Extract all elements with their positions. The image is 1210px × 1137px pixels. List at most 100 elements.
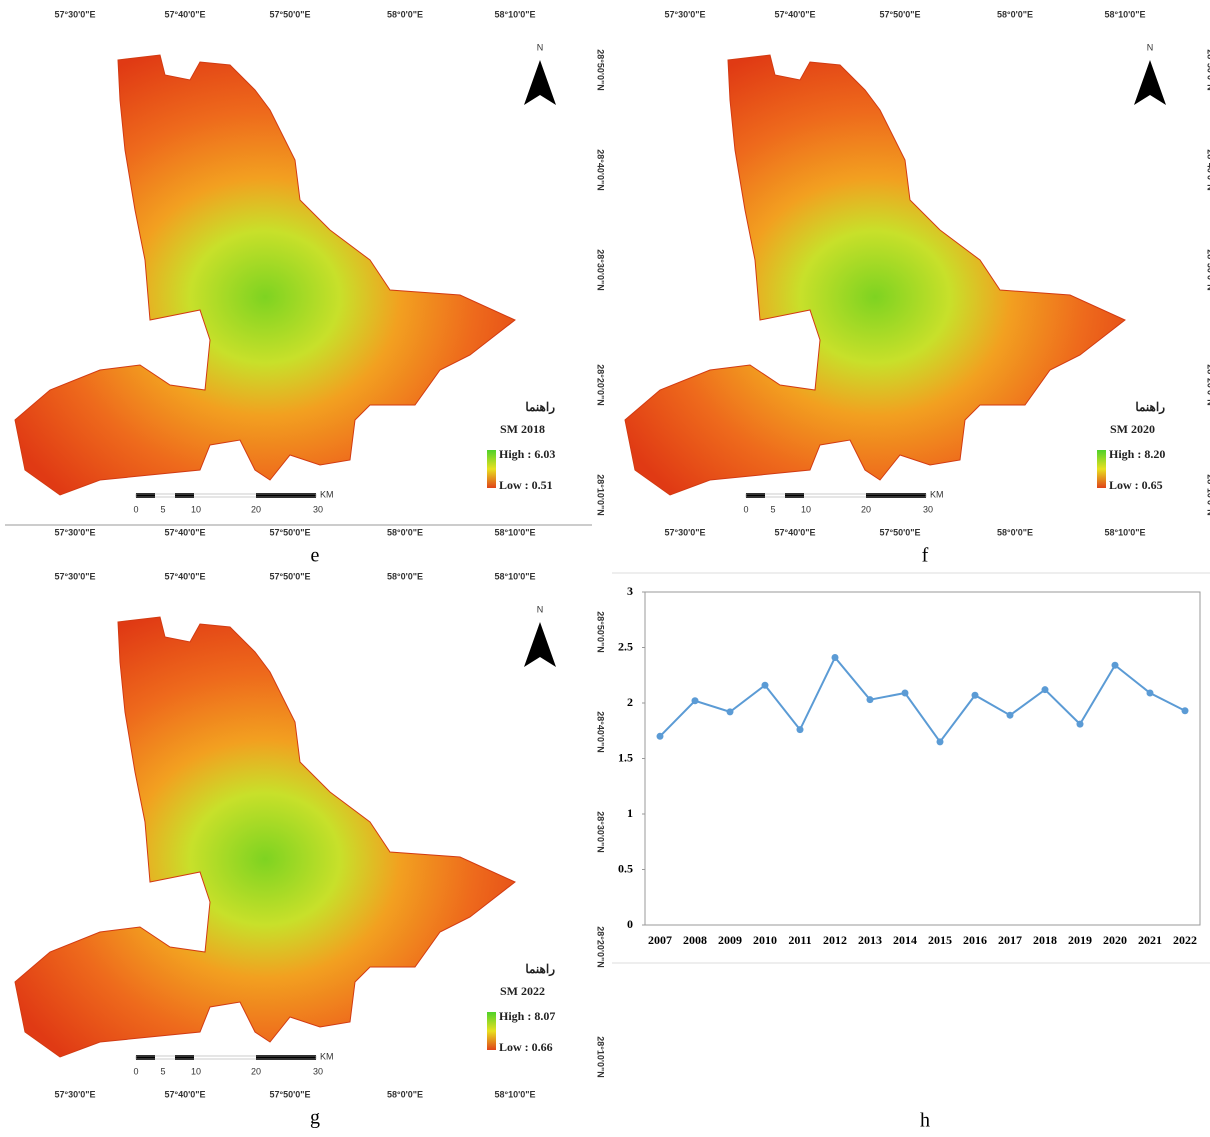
study-area <box>14 616 516 1058</box>
color-ramp <box>1097 450 1106 488</box>
study-area <box>624 54 1126 496</box>
lon-label: 58°0'0"E <box>387 571 423 581</box>
legend-low: Low : 0.51 <box>499 478 553 492</box>
map-panel: 57°30'0"E 57°30'0"E 57°40'0"E 57°40'0"E 57°5… <box>14 571 606 1129</box>
y-tick-label: 3 <box>627 584 633 598</box>
point <box>656 732 664 740</box>
scale-label: 10 <box>191 1066 201 1076</box>
x-tick-label: 2022 <box>1173 933 1197 947</box>
x-tick-label: 2011 <box>788 933 811 947</box>
point <box>1041 686 1049 694</box>
scale-bar <box>175 1055 194 1060</box>
lat-label: 28°20'0"N <box>596 926 606 968</box>
legend-title: راهنما <box>525 962 555 977</box>
x-tick-label: 2012 <box>823 933 847 947</box>
point <box>1006 711 1014 719</box>
legend-high: High : 8.20 <box>1109 447 1165 461</box>
scale-bar <box>746 493 765 498</box>
lon-label: 57°30'0"E <box>54 527 95 537</box>
x-tick-label: 2015 <box>928 933 952 947</box>
scale-label: 10 <box>801 504 811 514</box>
legend-title: راهنما <box>1135 400 1165 415</box>
lat-label: 28°30'0"N <box>596 249 606 291</box>
point <box>1076 720 1084 728</box>
lon-label: 57°50'0"E <box>269 1089 310 1099</box>
y-tick-label: 2.5 <box>618 639 633 653</box>
x-tick-label: 2017 <box>998 933 1022 947</box>
panel-letter: g <box>310 1107 320 1129</box>
point <box>1146 689 1154 697</box>
color-ramp <box>487 1012 496 1050</box>
panel-letter: h <box>920 1110 930 1132</box>
x-tick-label: 2014 <box>893 933 917 947</box>
lon-label: 58°10'0"E <box>494 1089 535 1099</box>
x-tick-label: 2013 <box>858 933 882 947</box>
scale-bar <box>175 493 194 498</box>
legend-low: Low : 0.65 <box>1109 478 1163 492</box>
lon-label: 57°40'0"E <box>164 571 205 581</box>
lon-label: 57°30'0"E <box>54 9 95 19</box>
point <box>936 738 944 746</box>
lon-label: 57°50'0"E <box>269 9 310 19</box>
lon-label: 57°50'0"E <box>269 527 310 537</box>
lat-label: 28°50'0"N <box>1206 49 1210 91</box>
y-tick-label: 2 <box>627 695 633 709</box>
x-tick-label: 2007 <box>648 933 672 947</box>
y-tick-label: 0.5 <box>618 861 633 875</box>
lat-label: 28°50'0"N <box>596 611 606 653</box>
scale-bar <box>256 1055 316 1060</box>
lon-label: 58°0'0"E <box>387 527 423 537</box>
lon-label: 57°40'0"E <box>774 527 815 537</box>
lon-label: 57°30'0"E <box>664 9 705 19</box>
layer-name: SM 2018 <box>500 422 545 436</box>
point <box>726 708 734 716</box>
scale-label: 5 <box>160 1066 165 1076</box>
legend-high: High : 8.07 <box>499 1009 555 1023</box>
y-tick-label: 0 <box>627 917 633 931</box>
map-panel: 57°30'0"E 57°30'0"E 57°40'0"E 57°40'0"E 57°5… <box>14 9 606 567</box>
lon-label: 58°10'0"E <box>494 571 535 581</box>
scale-label: 0 <box>133 504 138 514</box>
layer-name: SM 2022 <box>500 984 545 998</box>
x-tick-label: 2019 <box>1068 933 1092 947</box>
scale-label: 30 <box>313 1066 323 1076</box>
north-arrow <box>524 60 556 105</box>
scale-label: 30 <box>313 504 323 514</box>
scale-label: 20 <box>251 504 261 514</box>
lon-label: 58°0'0"E <box>997 527 1033 537</box>
lat-label: 28°20'0"N <box>596 364 606 406</box>
lat-label: 28°10'0"N <box>596 474 606 516</box>
lon-label: 57°30'0"E <box>54 571 95 581</box>
north-label: N <box>537 42 544 52</box>
legend-low: Low : 0.66 <box>499 1040 553 1054</box>
lon-label: 57°40'0"E <box>774 9 815 19</box>
x-tick-label: 2021 <box>1138 933 1162 947</box>
lat-label: 28°40'0"N <box>596 149 606 191</box>
scale-label: 5 <box>160 504 165 514</box>
color-ramp <box>487 450 496 488</box>
point <box>691 697 699 705</box>
lon-label: 57°30'0"E <box>54 1089 95 1099</box>
line <box>659 655 1186 744</box>
lat-label: 28°50'0"N <box>596 49 606 91</box>
lon-label: 57°50'0"E <box>879 527 920 537</box>
scale-bar <box>136 493 155 498</box>
point <box>901 689 909 697</box>
lat-label: 28°20'0"N <box>1206 364 1210 406</box>
scale-unit: KM <box>930 489 944 499</box>
lon-label: 58°10'0"E <box>1104 9 1145 19</box>
lon-label: 58°10'0"E <box>494 527 535 537</box>
panel-letter: f <box>922 545 929 567</box>
scale-bar <box>745 493 927 498</box>
plot-frame <box>644 591 1201 926</box>
lon-label: 58°0'0"E <box>387 9 423 19</box>
lon-label: 57°40'0"E <box>164 9 205 19</box>
layer-name: SM 2020 <box>1110 422 1155 436</box>
x-tick-label: 2010 <box>753 933 777 947</box>
scale-unit: KM <box>320 489 334 499</box>
map-panel: 57°30'0"E 57°30'0"E 57°40'0"E 57°40'0"E 57°5… <box>624 9 1210 567</box>
north-label: N <box>1147 42 1154 52</box>
scale-label: 30 <box>923 504 933 514</box>
lat-label: 28°30'0"N <box>1206 249 1210 291</box>
y-tick-label: 1.5 <box>618 750 633 764</box>
